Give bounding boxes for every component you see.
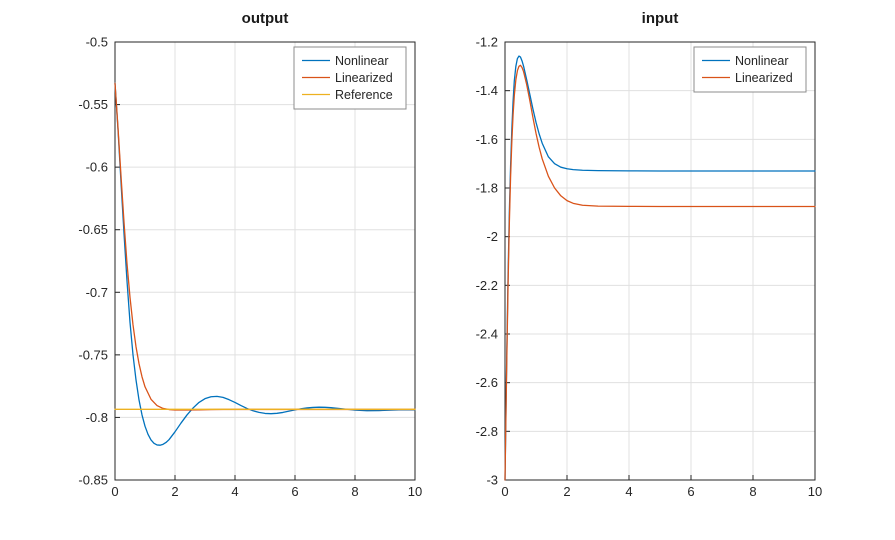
y-tick-label: -0.55 [78,97,108,112]
y-tick-label: -0.6 [86,160,108,175]
series-line-nonlinear [114,82,416,446]
series-line-nonlinear [504,55,816,481]
y-tick-label: -0.75 [78,347,108,362]
y-tick-label: -1.4 [476,83,498,98]
x-tick-label: 8 [749,484,756,499]
output-chart: 0 2 4 6 8 10 -0.85 -0.8 -0.75 -0.7 -0.65 -0.6 -0.55 -… [78,35,422,500]
legend-label-reference: Reference [335,88,393,102]
y-tick-label: -0.5 [86,35,108,50]
input-subplot: input 0 2 4 6 8 10 -3 -2.8 -2.6 -2.4 -2.2 -2 -1.8 -1.… [430,0,860,540]
y-tick-label: -2.4 [476,327,498,342]
x-tick-label: 6 [687,484,694,499]
y-tick-label: -1.8 [476,181,498,196]
x-tick-label: 10 [808,484,822,499]
x-tick-label: 2 [563,484,570,499]
y-tick-label: -1.6 [476,132,498,147]
y-tick-label: -0.7 [86,285,108,300]
x-tick-label: 0 [111,484,118,499]
legend-box [693,46,807,93]
series-line-linearized [114,82,416,411]
legend-label-linearized: Linearized [735,71,793,85]
y-tick-label: -2.6 [476,375,498,390]
x-tick-label: 2 [171,484,178,499]
y-tick-label: -0.8 [86,410,108,425]
y-tick-label: -2.2 [476,278,498,293]
legend-label-linearized: Linearized [335,71,393,85]
series-line-linearized [504,64,816,481]
output-chart-title: output [241,10,289,27]
x-tick-label: 4 [231,484,238,499]
y-tick-label: -2 [486,229,498,244]
y-tick-label: -1.2 [476,35,498,50]
y-tick-label: -0.65 [78,222,108,237]
axes-box [504,41,816,481]
axes-box [114,41,416,481]
x-tick-label: 6 [291,484,298,499]
y-tick-label: -0.85 [78,473,108,488]
legend-label-nonlinear: Nonlinear [735,54,789,68]
input-chart-title: input [641,10,679,27]
y-tick-label: -3 [486,473,498,488]
y-tick-label: -2.8 [476,424,498,439]
x-tick-label: 10 [408,484,422,499]
x-tick-label: 0 [501,484,508,499]
input-chart: 0 2 4 6 8 10 -3 -2.8 -2.6 -2.4 -2.2 -2 -1.8 -1.6 -1.4 -… [476,35,823,500]
x-tick-label: 8 [351,484,358,499]
legend-label-nonlinear: Nonlinear [335,54,389,68]
x-tick-label: 4 [625,484,632,499]
output-subplot: output 0 2 4 6 8 10 -0.85 -0.8 -0.75 -0.7 -0.65 -0.… [40,0,440,540]
